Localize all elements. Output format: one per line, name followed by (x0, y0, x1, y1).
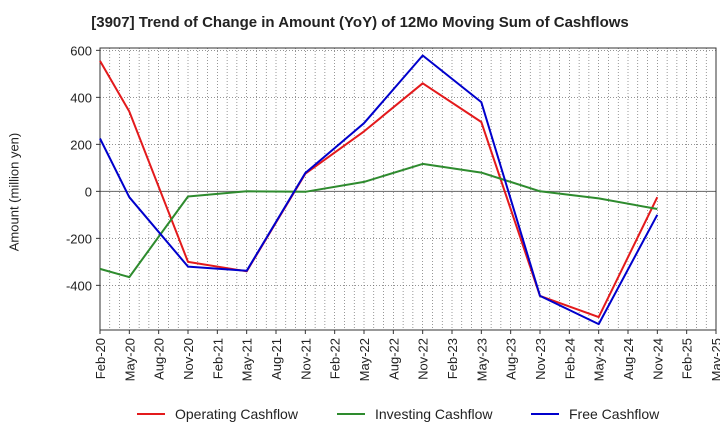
x-tick-label: Feb-24 (562, 338, 577, 379)
legend-item-operating: Operating Cashflow (137, 406, 298, 422)
x-tick-label: Nov-24 (650, 338, 665, 380)
x-tick-label: May-25 (709, 338, 720, 381)
y-tick-label: -400 (66, 278, 92, 293)
x-tick-label: May-20 (122, 338, 137, 381)
x-tick-label: Feb-23 (445, 338, 460, 379)
plot-frame (99, 47, 717, 331)
series-line-operating-cashflow (99, 60, 659, 319)
x-tick-label: Aug-24 (621, 338, 636, 380)
x-tick-label: Aug-22 (386, 338, 401, 380)
x-tick-label: Feb-22 (328, 338, 343, 379)
legend-item-investing: Investing Cashflow (337, 406, 493, 422)
legend-label-operating: Operating Cashflow (175, 406, 298, 422)
x-tick-label: Aug-23 (504, 338, 519, 380)
x-tick-label: May-23 (474, 338, 489, 381)
y-tick-label: -200 (66, 231, 92, 246)
legend-swatch-free (531, 413, 559, 415)
x-tick-label: May-22 (357, 338, 372, 381)
x-tick-label: Aug-21 (269, 338, 284, 380)
x-tick-label: Aug-20 (152, 338, 167, 380)
legend-label-investing: Investing Cashflow (375, 406, 493, 422)
legend-label-free: Free Cashflow (569, 406, 660, 422)
series-line-free-cashflow (99, 54, 659, 326)
x-tick-label: Nov-23 (533, 338, 548, 380)
y-tick-label: 400 (70, 90, 92, 105)
x-tick-label: Feb-20 (93, 338, 108, 379)
y-tick-label: 200 (70, 137, 92, 152)
x-tick-label: May-21 (240, 338, 255, 381)
x-tick-label: May-24 (592, 338, 607, 381)
series-line-investing-cashflow (99, 162, 658, 279)
x-tick-label: Nov-20 (181, 338, 196, 380)
x-tick-label: Feb-21 (210, 338, 225, 379)
chart-title: [3907] Trend of Change in Amount (YoY) o… (91, 14, 629, 31)
legend-item-free: Free Cashflow (531, 406, 659, 422)
x-tick-label: Feb-25 (680, 338, 695, 379)
y-tick-label: 600 (70, 43, 92, 58)
legend-swatch-investing (337, 413, 365, 415)
x-tick-label: Nov-21 (298, 338, 313, 380)
x-tick-label: Nov-22 (416, 338, 431, 380)
y-tick-label: 0 (85, 184, 92, 199)
legend-swatch-operating (137, 413, 165, 415)
